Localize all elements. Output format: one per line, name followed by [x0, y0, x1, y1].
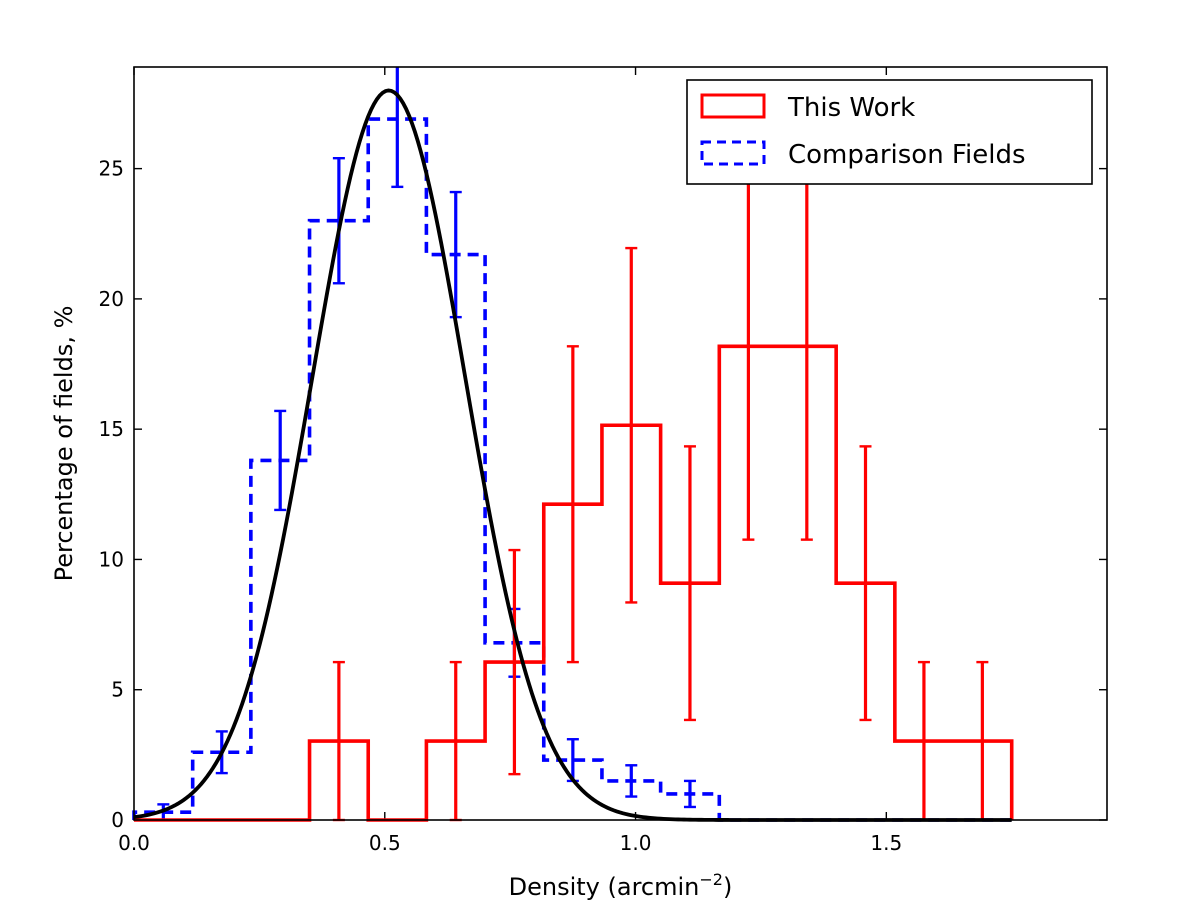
legend-label-this-work: This Work	[787, 93, 915, 123]
y-tick-label: 25	[99, 157, 124, 181]
x-axis-label-main: Density (arcmin	[509, 873, 700, 901]
legend-box	[686, 79, 1093, 185]
plot-frame	[133, 66, 1108, 821]
x-tick-label: 1.5	[870, 831, 902, 855]
y-tick-label: 0	[111, 808, 124, 832]
legend-swatch-comparison-fields	[700, 140, 766, 166]
y-tick-label: 15	[99, 417, 124, 441]
y-tick-label: 20	[99, 287, 124, 311]
x-tick-label: 1.0	[620, 831, 652, 855]
x-tick-label: 0.0	[118, 831, 150, 855]
y-tick-label: 10	[99, 547, 124, 571]
x-axis-label-sup: −2	[699, 870, 723, 889]
legend: This Work Comparison Fields	[686, 79, 1093, 185]
y-axis-label: Percentage of fields, %	[50, 306, 78, 582]
tick-labels: 0.0 0.5 1.0 1.5 0 5 10 15 20 25	[99, 157, 903, 855]
x-axis-label: Density (arcmin−2)	[509, 870, 733, 901]
x-tick-label: 0.5	[369, 831, 401, 855]
y-tick-label: 5	[111, 678, 124, 702]
legend-swatch-this-work	[700, 93, 766, 119]
x-axis-label-close: )	[723, 873, 732, 901]
legend-label-comparison-fields: Comparison Fields	[788, 140, 1026, 170]
axis-ticks	[133, 67, 1107, 821]
histogram-this-work	[134, 344, 1014, 822]
